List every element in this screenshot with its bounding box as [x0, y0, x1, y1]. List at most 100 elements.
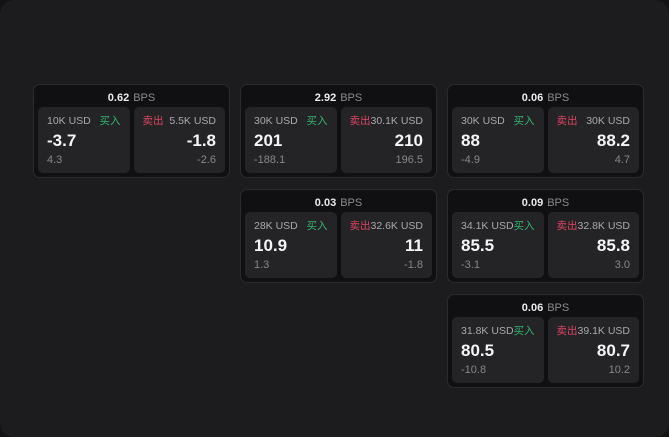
card-header: 0.62 BPS [38, 89, 225, 107]
quote-card: 2.92 BPS 30K USD 买入 201 -188.1 卖出 30.1K … [240, 84, 437, 178]
buy-size: 30K USD [461, 114, 505, 127]
quote-card-grid: 0.62 BPS 10K USD 买入 -3.7 4.3 卖出 5.5K USD [33, 84, 644, 388]
sell-side-label: 卖出 [349, 115, 371, 127]
buy-side-label: 买入 [306, 220, 328, 232]
quote-card: 0.06 BPS 31.8K USD 买入 80.5 -10.8 卖出 39.1… [447, 294, 644, 388]
sell-pane[interactable]: 卖出 39.1K USD 80.7 10.2 [547, 317, 639, 383]
buy-size: 30K USD [254, 114, 298, 127]
buy-size: 31.8K USD [461, 324, 514, 337]
sell-pane[interactable]: 卖出 32.8K USD 85.8 3.0 [547, 212, 639, 278]
sell-price: -1.8 [186, 130, 216, 150]
sell-sub-value: 196.5 [395, 154, 423, 166]
card-header: 0.09 BPS [452, 194, 639, 212]
pane-top: 卖出 32.6K USD [350, 218, 424, 233]
pane-top: 30K USD 买入 [461, 113, 535, 128]
buy-pane[interactable]: 28K USD 买入 10.9 1.3 [245, 212, 337, 278]
sell-price: 85.8 [596, 235, 630, 255]
bps-unit: BPS [133, 92, 156, 104]
buy-size: 10K USD [47, 114, 91, 127]
buy-price: -3.7 [47, 130, 77, 150]
sell-side-label: 卖出 [556, 115, 578, 127]
pane-row: 10K USD 买入 -3.7 4.3 卖出 5.5K USD -1.8 -2.… [38, 107, 225, 173]
sell-pane[interactable]: 卖出 32.6K USD 11 -1.8 [340, 212, 432, 278]
buy-pane[interactable]: 30K USD 买入 88 -4.9 [452, 107, 544, 173]
buy-sub-value: 1.3 [254, 259, 270, 271]
pane-row: 28K USD 买入 10.9 1.3 卖出 32.6K USD 11 -1.8 [245, 212, 432, 278]
pane-top: 卖出 5.5K USD [143, 113, 217, 128]
card-header: 0.06 BPS [452, 299, 639, 317]
bps-unit: BPS [547, 197, 570, 209]
bps-value: 0.06 [521, 302, 544, 314]
pane-row: 34.1K USD 买入 85.5 -3.1 卖出 32.8K USD 85.8… [452, 212, 639, 278]
buy-side-label: 买入 [306, 115, 328, 127]
buy-pane[interactable]: 10K USD 买入 -3.7 4.3 [38, 107, 130, 173]
buy-pane[interactable]: 30K USD 买入 201 -188.1 [245, 107, 337, 173]
pane-top: 31.8K USD 买入 [461, 323, 535, 338]
sell-size: 32.8K USD [577, 219, 631, 232]
sell-size: 32.6K USD [370, 219, 424, 232]
quote-card: 0.62 BPS 10K USD 买入 -3.7 4.3 卖出 5.5K USD [33, 84, 230, 178]
sell-size: 5.5K USD [169, 114, 216, 127]
sell-side-label: 卖出 [349, 220, 371, 232]
buy-side-label: 买入 [513, 325, 535, 337]
buy-sub-value: -3.1 [461, 259, 480, 271]
sell-size: 30K USD [586, 114, 630, 127]
bps-value: 0.06 [521, 92, 544, 104]
quote-card: 0.03 BPS 28K USD 买入 10.9 1.3 卖出 32.6K US… [240, 189, 437, 283]
buy-sub-value: -188.1 [254, 154, 286, 166]
bps-unit: BPS [547, 92, 570, 104]
card-header: 2.92 BPS [245, 89, 432, 107]
bps-value: 0.62 [107, 92, 130, 104]
sell-price: 11 [405, 235, 423, 255]
bps-value: 0.03 [314, 197, 337, 209]
sell-side-label: 卖出 [556, 325, 578, 337]
sell-pane[interactable]: 卖出 5.5K USD -1.8 -2.6 [133, 107, 225, 173]
pane-top: 卖出 30K USD [557, 113, 631, 128]
pane-top: 卖出 30.1K USD [350, 113, 424, 128]
bps-unit: BPS [340, 197, 363, 209]
sell-pane[interactable]: 卖出 30.1K USD 210 196.5 [340, 107, 432, 173]
pane-top: 10K USD 买入 [47, 113, 121, 128]
quote-card: 0.06 BPS 30K USD 买入 88 -4.9 卖出 30K USD [447, 84, 644, 178]
sell-size: 39.1K USD [577, 324, 631, 337]
sell-side-label: 卖出 [142, 115, 164, 127]
buy-size: 34.1K USD [461, 219, 514, 232]
bps-value: 0.09 [521, 197, 544, 209]
buy-side-label: 买入 [513, 115, 535, 127]
sell-sub-value: 3.0 [614, 259, 630, 271]
pane-top: 卖出 39.1K USD [557, 323, 631, 338]
buy-side-label: 买入 [99, 115, 121, 127]
sell-price: 210 [394, 130, 423, 150]
buy-pane[interactable]: 31.8K USD 买入 80.5 -10.8 [452, 317, 544, 383]
sell-sub-value: -2.6 [197, 154, 216, 166]
pane-top: 34.1K USD 买入 [461, 218, 535, 233]
sell-size: 30.1K USD [370, 114, 424, 127]
sell-pane[interactable]: 卖出 30K USD 88.2 4.7 [547, 107, 639, 173]
card-header: 0.06 BPS [452, 89, 639, 107]
pane-top: 28K USD 买入 [254, 218, 328, 233]
bps-unit: BPS [340, 92, 363, 104]
buy-price: 10.9 [254, 235, 288, 255]
buy-price: 201 [254, 130, 283, 150]
bps-value: 2.92 [314, 92, 337, 104]
bps-unit: BPS [547, 302, 570, 314]
sell-sub-value: -1.8 [404, 259, 423, 271]
pane-top: 30K USD 买入 [254, 113, 328, 128]
card-header: 0.03 BPS [245, 194, 432, 212]
buy-price: 85.5 [461, 235, 495, 255]
buy-sub-value: 4.3 [47, 154, 63, 166]
buy-price: 88 [461, 130, 480, 150]
sell-sub-value: 10.2 [608, 364, 630, 376]
pane-top: 卖出 32.8K USD [557, 218, 631, 233]
sell-price: 88.2 [596, 130, 630, 150]
buy-pane[interactable]: 34.1K USD 买入 85.5 -3.1 [452, 212, 544, 278]
sell-side-label: 卖出 [556, 220, 578, 232]
buy-sub-value: -4.9 [461, 154, 480, 166]
buy-size: 28K USD [254, 219, 298, 232]
quote-card: 0.09 BPS 34.1K USD 买入 85.5 -3.1 卖出 32.8K… [447, 189, 644, 283]
pane-row: 30K USD 买入 88 -4.9 卖出 30K USD 88.2 4.7 [452, 107, 639, 173]
buy-sub-value: -10.8 [461, 364, 487, 376]
buy-price: 80.5 [461, 340, 495, 360]
sell-sub-value: 4.7 [614, 154, 630, 166]
